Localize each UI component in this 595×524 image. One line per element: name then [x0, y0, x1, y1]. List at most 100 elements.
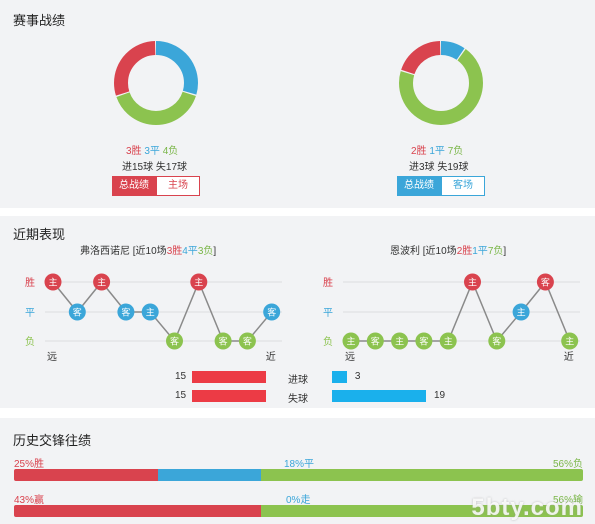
- left-form-chart: 胜平负主客主客 主客主客 客客远近: [25, 273, 282, 363]
- left-match-dot-0: [44, 273, 62, 291]
- right-near-label: 近: [564, 350, 574, 363]
- right-row-label-D: 平: [323, 308, 333, 319]
- right-conceded-bar: [332, 390, 426, 402]
- h2h-handicap-win-pct: 43%赢: [14, 495, 45, 506]
- left-match-marker-6: 主: [190, 273, 208, 291]
- h2h-draw-segment: [157, 469, 262, 481]
- left-donut-slice-2: [114, 41, 198, 125]
- goals-label: 进球: [288, 375, 308, 386]
- left-match-venue-4: 主: [146, 307, 155, 318]
- right-goals-value: 3: [354, 371, 361, 382]
- left-conceded-bar: [191, 390, 266, 402]
- right-match-marker-7: 主: [512, 303, 530, 321]
- left-match-dot-4: [141, 303, 159, 321]
- right-match-marker-6: 客: [488, 332, 506, 350]
- left-row-label-L: 负: [25, 335, 35, 348]
- left-match-dot-7: [214, 332, 232, 350]
- left-match-dot-9: [263, 303, 281, 321]
- left-match-marker-5: 客: [166, 332, 183, 350]
- left-match-venue-5: 客: [170, 336, 179, 347]
- left-match-dot-8: [238, 332, 256, 350]
- right-match-dot-5: [464, 273, 481, 291]
- right-record-donut-chart: [399, 41, 483, 125]
- right-form-prefix: [近10场: [422, 246, 457, 257]
- history-title: 历史交锋往绩: [13, 433, 92, 448]
- right-match-venue-3: 客: [419, 336, 428, 347]
- left-goals-value: 15: [175, 371, 187, 382]
- conceded-label: 失球: [288, 394, 308, 405]
- left-match-marker-0: 主: [44, 273, 62, 291]
- right-form-chart: 胜平负主客主客主主客主客主远近: [323, 273, 580, 363]
- right-match-dot-1: [366, 332, 384, 350]
- right-match-marker-2: 主: [391, 332, 409, 350]
- right-match-dot-4: [439, 332, 457, 350]
- h2h-handicap-loss-segment: [261, 505, 583, 517]
- recent-form-panel: 近期表现 弗洛西诺尼 [近10场3胜4平3负] 恩波利 [近10场2胜1平7负]…: [0, 216, 595, 408]
- h2h-win-pct: 25%胜: [14, 459, 45, 470]
- h2h-draw-pct: 18%平: [284, 459, 315, 470]
- left-match-venue-8: 客: [243, 336, 252, 347]
- head-to-head-panel: 历史交锋往绩 25%胜 18%平 56%负 43%赢 0%走 56%输 5bty…: [0, 418, 595, 524]
- record-title: 赛事战绩: [13, 13, 66, 28]
- right-match-dot-8: [536, 273, 554, 291]
- left-conceded-value: 15: [175, 390, 187, 401]
- right-form-wins: 2胜: [456, 246, 473, 257]
- right-row-label-W: 胜: [323, 277, 333, 289]
- right-team-name: 恩波利: [390, 246, 420, 257]
- recent-title: 近期表现: [13, 227, 66, 242]
- left-tab-home[interactable]: 主场: [156, 176, 200, 196]
- right-form-draws: 1平: [472, 246, 488, 257]
- left-match-dot-2: [93, 273, 111, 291]
- left-goals-against: 失17球: [155, 162, 188, 173]
- left-match-venue-2: 主: [97, 277, 106, 288]
- right-match-venue-6: 客: [492, 336, 501, 347]
- left-donut-slice-1: [114, 41, 198, 125]
- right-goals-summary: 进3球 失19球: [409, 158, 468, 173]
- left-match-venue-6: 主: [194, 277, 203, 288]
- right-loss-count: 7负: [447, 146, 464, 157]
- right-match-dot-2: [391, 332, 409, 350]
- left-match-marker-1: 客: [68, 303, 86, 321]
- left-goals-for: 进15球: [122, 162, 154, 173]
- right-match-venue-9: 主: [565, 336, 574, 347]
- watermark-logo: 5bty.com: [471, 494, 583, 521]
- right-form-suffix: ]: [503, 246, 507, 257]
- right-match-marker-5: 主: [464, 273, 481, 291]
- left-record-donut-chart: [114, 41, 198, 125]
- right-team-form-heading: 恩波利 [近10场2胜1平7负]: [390, 242, 506, 257]
- left-form-line: [52, 280, 273, 343]
- right-conceded-value: 19: [434, 390, 446, 401]
- right-match-venue-7: 主: [517, 307, 526, 318]
- right-tab-overall[interactable]: 总战绩: [397, 176, 441, 196]
- left-near-label: 近: [266, 350, 276, 363]
- h2h-result-bar: [14, 469, 583, 481]
- right-row-label-L: 负: [323, 335, 333, 348]
- h2h-handicap-loss-pct: 56%输: [552, 495, 583, 506]
- left-donut-slice-0: [114, 41, 198, 125]
- right-donut-slice-1: [399, 41, 483, 125]
- right-match-marker-4: 主: [439, 332, 457, 350]
- left-team-form-heading: 弗洛西诺尼 [近10场3胜4平3负]: [80, 242, 216, 257]
- left-row-label-D: 平: [25, 308, 35, 319]
- left-form-suffix: ]: [213, 246, 217, 257]
- right-tab-away[interactable]: 客场: [441, 176, 485, 196]
- left-row-label-W: 胜: [25, 277, 35, 289]
- left-match-marker-3: 客: [117, 303, 135, 321]
- left-form-draws: 4平: [182, 246, 198, 257]
- right-match-venue-2: 主: [395, 336, 404, 347]
- left-team-name: 弗洛西诺尼: [80, 246, 130, 257]
- right-match-venue-0: 主: [346, 336, 355, 347]
- right-match-venue-1: 客: [371, 336, 380, 347]
- right-match-dot-0: [342, 332, 360, 350]
- left-win-count: 3胜: [126, 146, 142, 157]
- right-form-losses: 7负: [487, 246, 504, 257]
- right-match-venue-8: 客: [541, 277, 550, 288]
- left-tab-overall[interactable]: 总战绩: [112, 176, 156, 196]
- right-match-marker-9: 主: [561, 332, 579, 350]
- left-match-dot-3: [117, 303, 135, 321]
- right-match-venue-5: 主: [468, 277, 477, 288]
- left-goals-summary: 进15球 失17球: [122, 158, 187, 173]
- right-match-marker-1: 客: [366, 332, 384, 350]
- right-record-summary: 2胜 1平 7负: [411, 142, 463, 157]
- left-match-marker-9: 客: [263, 303, 281, 321]
